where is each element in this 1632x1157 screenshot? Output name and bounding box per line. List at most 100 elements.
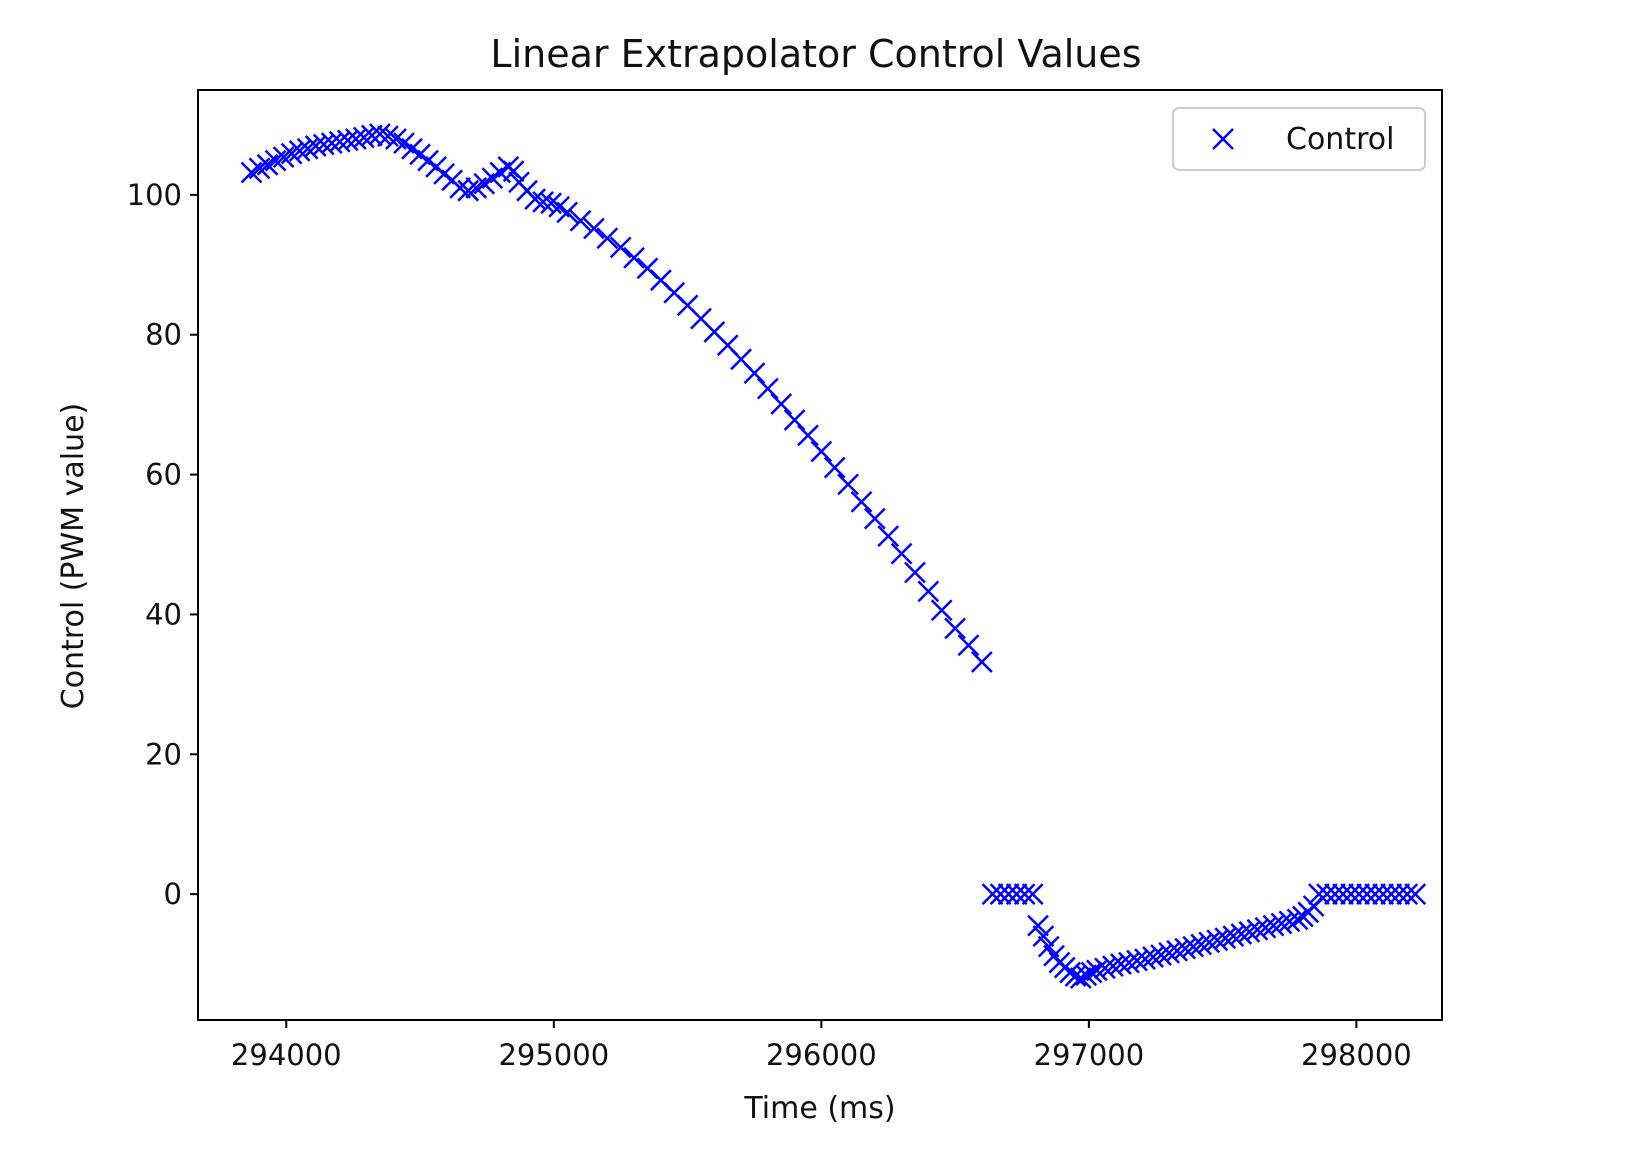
data-point — [981, 883, 1004, 906]
data-point — [1270, 912, 1293, 935]
data-point — [369, 123, 391, 145]
data-point — [1021, 883, 1044, 906]
x-tick-label: 294000 — [231, 1038, 342, 1072]
data-point — [556, 201, 579, 224]
y-axis-label: Control (PWM value) — [56, 403, 91, 710]
plot-area — [197, 89, 1443, 1021]
data-point — [1308, 883, 1330, 906]
data-point — [1348, 883, 1370, 906]
data-point — [1246, 918, 1269, 941]
legend: Control — [1172, 107, 1426, 171]
y-tick-label: 0 — [164, 877, 182, 911]
data-point — [823, 456, 846, 479]
data-point — [502, 160, 525, 182]
data-point — [1262, 914, 1285, 937]
data-point — [1396, 883, 1419, 906]
chart-title: Linear Extrapolator Control Values — [490, 32, 1141, 76]
data-point — [1316, 883, 1338, 906]
data-point — [770, 393, 793, 415]
x-axis-label: Time (ms) — [743, 1091, 895, 1126]
x-axis-ticks: 294000 295000 296000 297000 298000 — [231, 1020, 1412, 1072]
legend-marker-x-icon — [1212, 128, 1234, 150]
data-point — [1150, 944, 1172, 966]
data-point — [890, 542, 913, 565]
data-point — [1332, 883, 1354, 906]
data-point — [1166, 939, 1189, 962]
data-point — [877, 525, 900, 548]
data-point — [1324, 883, 1346, 906]
data-point — [288, 139, 311, 162]
data-point — [569, 209, 592, 232]
y-tick-label: 40 — [145, 597, 182, 631]
data-point — [1254, 916, 1277, 939]
legend-box — [1172, 107, 1426, 171]
data-point — [248, 157, 271, 180]
y-axis-ticks: 0 20 40 60 80 100 — [127, 178, 198, 911]
data-point — [970, 651, 993, 673]
data-point — [797, 424, 819, 447]
data-point — [1094, 957, 1116, 980]
x-tick-label: 296000 — [766, 1038, 877, 1072]
data-point — [756, 377, 779, 400]
data-point — [1158, 941, 1181, 964]
data-point — [957, 634, 980, 657]
data-point — [1286, 908, 1309, 931]
data-point — [1198, 931, 1221, 954]
data-point — [296, 137, 319, 160]
data-point — [837, 473, 859, 496]
data-point — [361, 124, 383, 147]
data-point — [623, 246, 645, 269]
y-tick-label: 20 — [145, 737, 182, 771]
data-points-layer — [240, 123, 1427, 989]
data-point — [1080, 961, 1103, 984]
data-point — [1190, 933, 1213, 956]
data-point — [280, 142, 303, 165]
x-tick-label: 295000 — [498, 1038, 609, 1072]
data-point — [1206, 929, 1229, 952]
data-point — [1372, 883, 1395, 906]
data-point — [1134, 948, 1156, 971]
data-point — [743, 362, 766, 385]
data-point — [1404, 883, 1427, 906]
y-tick-label: 80 — [145, 318, 182, 352]
data-point — [1182, 935, 1205, 958]
data-point — [1238, 921, 1261, 943]
data-point — [1069, 967, 1092, 989]
data-point — [540, 192, 563, 215]
data-point — [1356, 883, 1378, 906]
data-point — [1380, 883, 1403, 906]
data-point — [1364, 883, 1387, 906]
x-tick-label: 297000 — [1034, 1038, 1145, 1072]
data-point — [944, 617, 966, 640]
data-point — [449, 177, 472, 199]
data-point — [930, 599, 953, 622]
y-tick-label: 100 — [127, 178, 182, 212]
data-point — [1032, 925, 1055, 947]
data-point — [997, 883, 1020, 906]
legend-label: Control — [1286, 122, 1394, 157]
data-point — [596, 227, 619, 250]
data-point — [272, 146, 295, 169]
data-point — [1222, 925, 1245, 947]
data-point — [1005, 883, 1028, 906]
y-tick-label: 60 — [145, 458, 182, 492]
data-point — [264, 149, 287, 172]
data-point — [850, 490, 873, 513]
data-point — [1075, 964, 1098, 987]
data-point — [532, 190, 554, 213]
legend-x-marker — [1212, 128, 1234, 150]
data-point — [524, 188, 546, 210]
data-point — [904, 561, 926, 584]
data-point — [989, 883, 1012, 906]
data-point — [457, 179, 480, 202]
data-point — [1027, 914, 1049, 937]
data-point — [583, 217, 605, 240]
data-point — [863, 507, 886, 530]
data-point — [1013, 883, 1036, 906]
data-point — [1214, 927, 1237, 950]
data-point — [377, 125, 399, 148]
data-point — [609, 236, 632, 259]
data-point — [1340, 883, 1362, 906]
